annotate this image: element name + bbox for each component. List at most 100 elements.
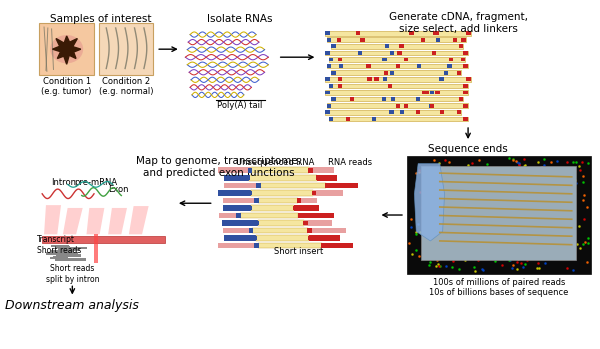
Polygon shape	[129, 206, 149, 234]
Bar	[236, 213, 241, 218]
Bar	[350, 97, 354, 101]
Bar	[331, 44, 463, 49]
Bar	[327, 64, 468, 68]
Bar	[325, 110, 329, 114]
Bar	[463, 84, 468, 88]
Bar	[421, 38, 425, 42]
Bar	[327, 38, 331, 42]
Bar	[294, 205, 319, 211]
Bar	[251, 190, 313, 196]
Bar	[448, 64, 452, 68]
Text: Intron: Intron	[52, 178, 77, 187]
Bar	[256, 235, 309, 241]
Bar	[338, 84, 343, 88]
Bar	[383, 71, 388, 75]
Bar	[304, 220, 332, 226]
Text: Generate cDNA, fragment,
size select, add linkers: Generate cDNA, fragment, size select, ad…	[389, 12, 528, 34]
Bar	[309, 168, 334, 173]
Bar	[436, 38, 440, 42]
Text: Poly(A) tail: Poly(A) tail	[217, 102, 263, 111]
Bar	[307, 228, 311, 233]
Bar	[248, 206, 253, 210]
Bar	[311, 191, 316, 195]
Bar	[466, 77, 471, 81]
Bar	[224, 175, 250, 181]
Bar	[326, 183, 358, 188]
Bar	[254, 243, 259, 248]
Bar	[449, 58, 453, 61]
Bar	[430, 104, 434, 107]
Bar	[331, 44, 336, 48]
Bar	[296, 198, 301, 203]
Bar	[325, 51, 468, 55]
Bar	[298, 213, 334, 218]
Bar	[50, 250, 65, 252]
Polygon shape	[108, 208, 127, 234]
Bar	[327, 37, 466, 42]
Bar	[321, 243, 326, 248]
Bar	[331, 97, 463, 102]
Polygon shape	[415, 164, 445, 241]
Bar	[337, 38, 341, 42]
Bar	[466, 31, 471, 35]
Bar	[308, 236, 313, 240]
Bar	[58, 248, 80, 251]
Bar	[224, 183, 260, 188]
Bar	[325, 90, 468, 95]
Bar	[439, 77, 443, 81]
Bar	[433, 31, 437, 35]
Bar	[248, 228, 253, 233]
Text: Transcript: Transcript	[37, 235, 74, 244]
Bar	[356, 31, 361, 35]
Bar	[325, 51, 329, 55]
Text: Unsequenced RNA: Unsequenced RNA	[236, 158, 314, 167]
Bar	[254, 221, 259, 225]
Bar	[293, 206, 298, 210]
Bar	[391, 97, 395, 101]
Bar	[458, 97, 463, 101]
Bar	[308, 168, 313, 173]
Bar	[50, 257, 68, 260]
Text: RNA reads: RNA reads	[328, 158, 373, 167]
Bar	[331, 71, 336, 75]
Bar	[298, 198, 317, 203]
Bar	[94, 234, 98, 262]
Bar	[329, 57, 465, 62]
Bar	[223, 228, 253, 233]
Bar	[55, 258, 86, 261]
Bar	[390, 71, 394, 75]
Bar	[435, 31, 439, 35]
Bar	[367, 77, 371, 81]
Bar	[240, 213, 298, 218]
Text: Exon: Exon	[108, 185, 128, 194]
Bar	[329, 58, 334, 61]
Bar	[253, 236, 257, 240]
Bar	[358, 51, 362, 55]
Bar	[371, 117, 376, 121]
Bar	[463, 51, 468, 55]
Bar	[338, 77, 343, 81]
Bar	[258, 220, 304, 226]
Bar	[424, 91, 428, 95]
Bar	[382, 97, 386, 101]
Bar	[57, 253, 75, 256]
Bar	[251, 168, 309, 173]
Bar	[457, 110, 461, 114]
Bar	[42, 236, 164, 243]
Bar	[421, 165, 577, 260]
Polygon shape	[63, 208, 83, 234]
Bar	[224, 235, 256, 241]
Text: Isolate RNAs: Isolate RNAs	[208, 14, 273, 24]
Bar	[329, 117, 334, 121]
Bar	[298, 213, 302, 218]
Bar	[396, 64, 400, 68]
Bar	[56, 246, 70, 248]
Bar	[99, 23, 154, 75]
Bar	[463, 104, 468, 107]
Bar	[327, 104, 331, 107]
Bar	[390, 51, 394, 55]
Bar	[56, 254, 81, 257]
Bar	[338, 64, 343, 68]
Bar	[444, 71, 448, 75]
Bar	[416, 110, 420, 114]
